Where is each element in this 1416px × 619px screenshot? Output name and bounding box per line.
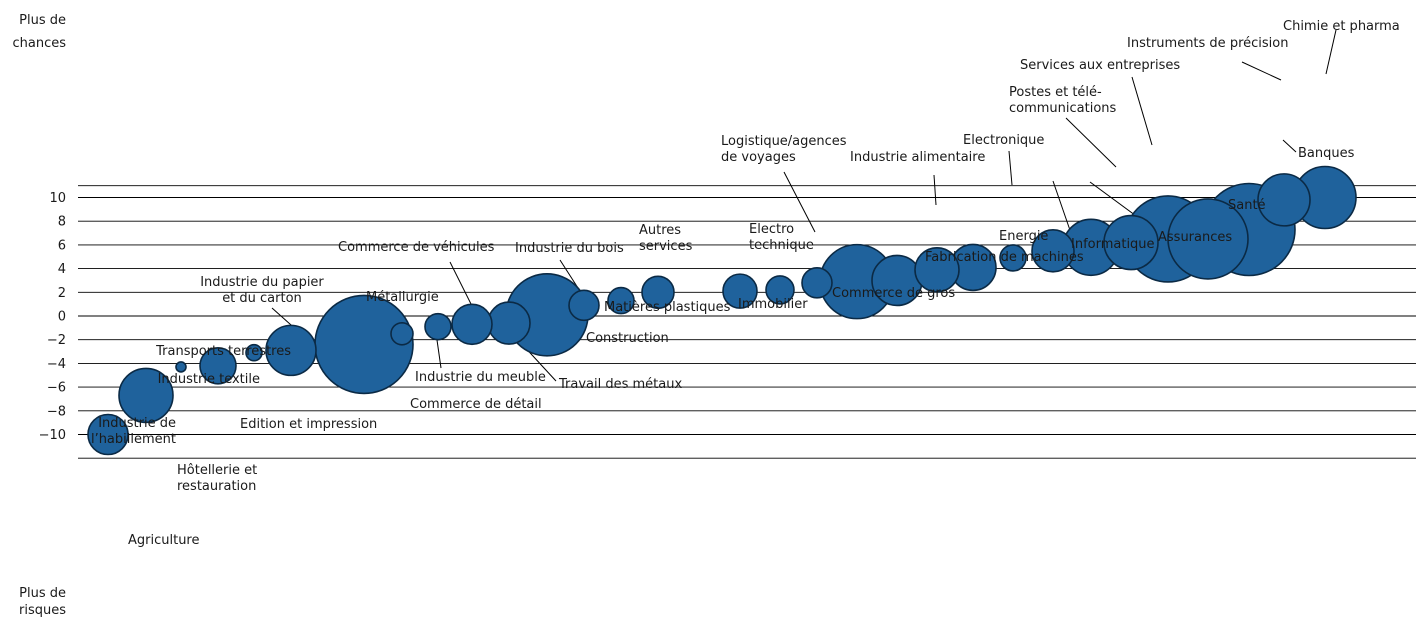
bubble-assurances	[1103, 214, 1159, 271]
bubble-label-edition-et-impression: Edition et impression	[240, 417, 377, 432]
bubble-label-industrie-du-bois: Industrie du bois	[515, 241, 624, 256]
bubble-commerce-de-vehicules	[451, 303, 493, 346]
bubble-label-travail-des-metaux: Travail des métaux	[558, 377, 682, 392]
bubble-label-hotellerie-et-restauration: Hôtellerie et restauration	[177, 463, 257, 494]
bubble-label-agriculture: Agriculture	[128, 533, 200, 548]
y-tick-label: 8	[58, 215, 66, 230]
bubble-label-industrie-textile: Industrie textile	[158, 372, 260, 387]
bubble-instruments-de-precision	[1257, 173, 1311, 227]
bubble-industrie-du-bois	[568, 289, 600, 322]
leader-line	[1241, 61, 1282, 81]
leader-line	[436, 339, 442, 369]
leader-line	[1065, 117, 1117, 168]
bubble-label-logistique-agences-de-voyages: Logistique/agences de voyages	[721, 134, 847, 165]
bubble-label-fabrication-de-machines: Fabrication de machines	[925, 250, 1084, 265]
bubble-label-transports-terrestres: Transports terrestres	[155, 344, 291, 359]
bubble-autres-services	[641, 275, 675, 310]
bubble-label-postes-et-tele-communications: Postes et télé-communications	[1009, 85, 1117, 116]
bubbles	[87, 165, 1357, 456]
y-top-label-line2: chances	[12, 36, 66, 51]
bubble-industrie-textile	[245, 343, 263, 362]
bubble-industrie-du-meuble	[424, 312, 452, 341]
bubble-edition-et-impression	[199, 346, 237, 385]
bubble-label-commerce-de-gros: Commerce de gros	[832, 286, 955, 301]
bubble-sante	[1167, 198, 1249, 280]
bubble-metallurgie	[390, 321, 414, 346]
bubble-immobilier	[722, 273, 758, 309]
bubble-label-commerce-de-vehicules: Commerce de véhicules	[338, 240, 495, 255]
leader-line	[783, 171, 816, 233]
bubble-label-assurances: Assurances	[1158, 230, 1232, 245]
leader-line	[559, 259, 579, 289]
leader-line	[1052, 180, 1073, 237]
leader-line	[933, 174, 937, 206]
leader-line	[1008, 150, 1013, 186]
bubble-label-metallurgie: Métallurgie	[366, 290, 439, 305]
bubble-label-services-aux-entreprises: Services aux entreprises	[1020, 58, 1180, 73]
bubble-informatique	[1031, 229, 1075, 273]
bubble-matieres-plastiques	[607, 286, 635, 315]
y-tick-label: 2	[58, 286, 66, 301]
bubble-industrie-alimentaire	[914, 246, 960, 293]
bubble-label-commerce-de-detail: Commerce de détail	[410, 397, 542, 412]
y-bottom-label-line1: Plus de	[19, 586, 66, 601]
y-tick-label: −4	[47, 357, 66, 372]
bubble-label-sante: Santé	[1228, 198, 1266, 213]
y-tick-label: 0	[58, 310, 66, 325]
bubble-label-informatique: Informatique	[1071, 237, 1155, 252]
bubble-label-matieres-plastiques: Matières plastiques	[604, 300, 731, 315]
y-tick-label: −6	[47, 381, 66, 396]
bubble-label-instruments-de-precision: Instruments de précision	[1127, 36, 1288, 51]
bubble-industrie-de-l-habillement	[175, 361, 187, 373]
bubble-label-industrie-alimentaire: Industrie alimentaire	[850, 150, 985, 165]
bubble-travail-des-metaux	[487, 301, 531, 345]
bubble-transports-terrestres	[265, 324, 317, 377]
bubble-agriculture	[87, 413, 129, 456]
bubble-label-banques: Banques	[1298, 146, 1355, 161]
y-tick-label: −8	[47, 404, 66, 419]
bubble-label-electro-technique: Electro technique	[749, 222, 814, 253]
y-bottom-label-line2: risques	[19, 603, 66, 618]
y-top-label-line1: Plus de	[19, 13, 66, 28]
bubble-label-industrie-de-l-habillement: Industrie de l’habillement	[91, 416, 176, 447]
y-tick-label: −2	[47, 333, 66, 348]
y-axis-ticks: 10 8 6 4 2 0 −2 −4 −6 −8 −10	[39, 191, 66, 443]
bubble-hotellerie-et-restauration	[118, 367, 174, 424]
bubble-label-chimie-et-pharma: Chimie et pharma	[1283, 19, 1400, 34]
y-tick-label: 10	[49, 191, 66, 206]
y-tick-label: 4	[58, 262, 66, 277]
bubble-label-autres-services: Autres services	[639, 223, 693, 254]
bubble-label-energie: Energie	[999, 229, 1048, 244]
bubble-electro-technique	[765, 275, 795, 305]
leader-line	[1131, 76, 1153, 146]
leader-line	[1325, 29, 1337, 75]
bubble-label-electronique: Electronique	[963, 133, 1044, 148]
bubble-logistique-agences-de-voyages	[801, 267, 833, 299]
bubble-label-industrie-du-meuble: Industrie du meuble	[415, 370, 546, 385]
bubble-label-immobilier: Immobilier	[738, 297, 808, 312]
bubble-electronique	[999, 244, 1027, 272]
leader-line	[1282, 139, 1297, 153]
bubble-label-construction: Construction	[586, 331, 669, 346]
y-tick-label: 6	[58, 238, 66, 253]
y-tick-label: −10	[39, 428, 66, 443]
bubble-label-industrie-du-papier: Industrie du papier et du carton	[200, 275, 324, 306]
